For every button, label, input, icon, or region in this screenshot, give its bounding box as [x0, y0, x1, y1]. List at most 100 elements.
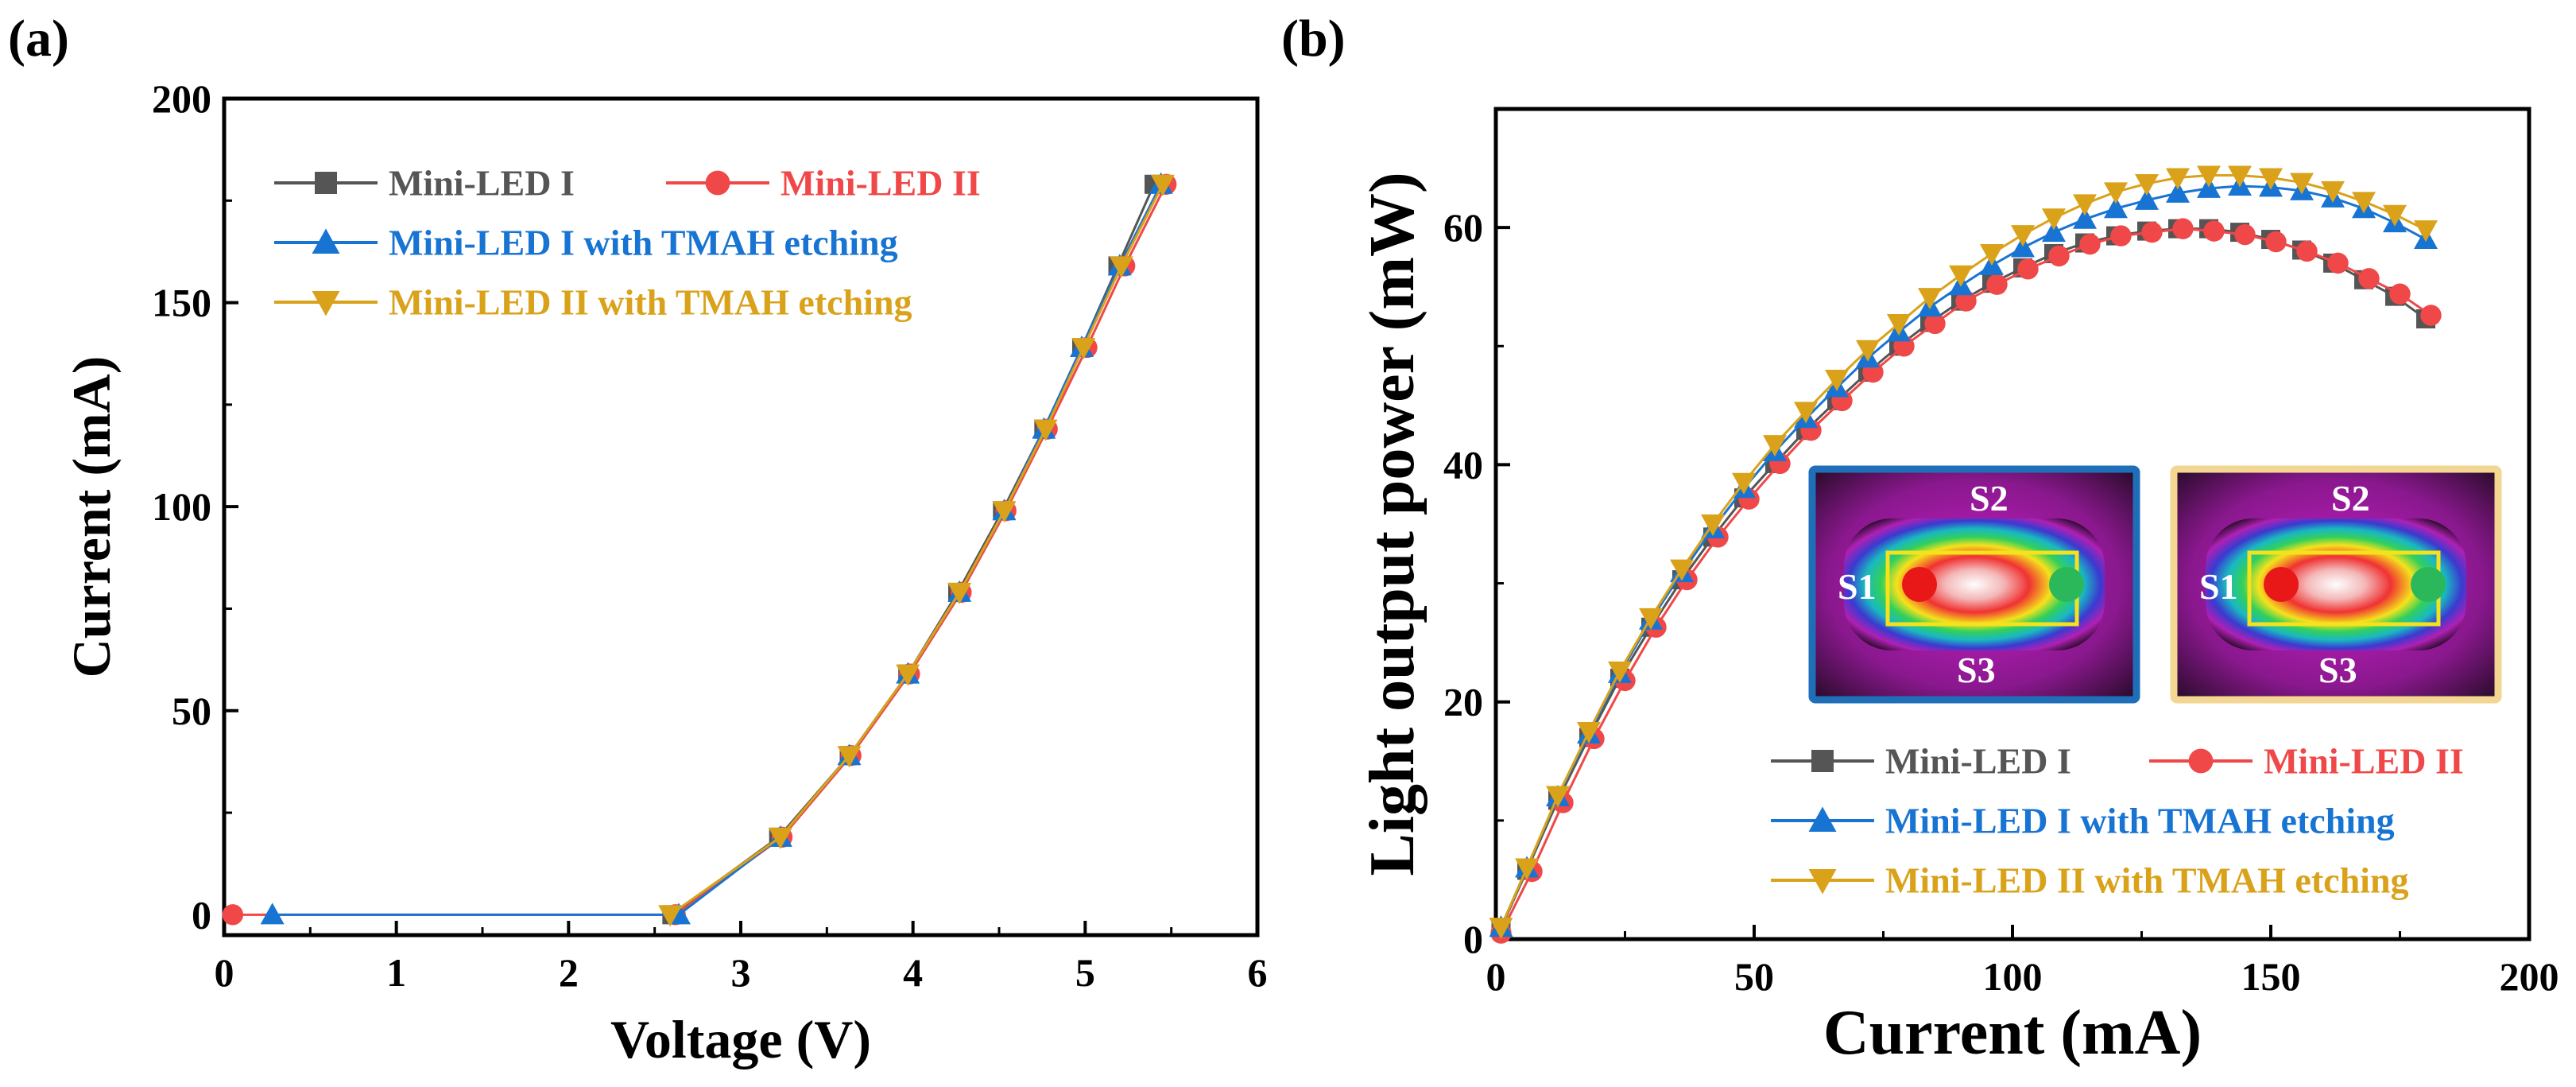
data-point — [1608, 661, 1632, 683]
panel-label-a: (a) — [8, 10, 69, 68]
data-point — [1670, 559, 1694, 581]
data-point — [2073, 207, 2097, 229]
data-point — [1577, 722, 1601, 743]
data-point — [1949, 265, 1973, 287]
p-electrode — [1902, 567, 1937, 602]
data-point — [1924, 313, 1946, 335]
x-tick-label: 50 — [1734, 954, 1774, 999]
data-point — [2358, 268, 2380, 289]
data-point — [1109, 256, 1133, 278]
data-point — [2017, 258, 2039, 280]
legend-label: Mini-LED I with TMAH etching — [389, 223, 898, 263]
data-point — [2011, 225, 2035, 247]
data-point — [2042, 220, 2066, 243]
legend-label: Mini-LED II with TMAH etching — [1885, 860, 2409, 901]
data-point — [2321, 181, 2345, 203]
x-tick-label: 0 — [1486, 954, 1506, 999]
legend-label: Mini-LED I with TMAH etching — [1885, 801, 2395, 841]
legend-b: Mini-LED I Mini-LED II Mini-LED I with TMA… — [1771, 741, 2464, 901]
data-point — [658, 905, 683, 927]
y-tick-label: 100 — [152, 484, 211, 529]
n-electrode — [2049, 567, 2084, 602]
panel-label-b: (b) — [1281, 10, 1346, 68]
data-point — [2104, 196, 2128, 219]
inset-label: S2 — [2331, 478, 2370, 518]
legend-marker — [1808, 806, 1837, 832]
y-tick-label: 50 — [172, 689, 211, 733]
data-point — [1955, 290, 1977, 312]
legend-marker — [315, 172, 337, 194]
data-point — [2290, 173, 2314, 195]
y-tick-label: 60 — [1443, 205, 1483, 250]
legend-marker — [312, 228, 340, 254]
y-tick-label: 0 — [1463, 917, 1483, 961]
data-point — [2042, 208, 2066, 231]
data-point — [1033, 419, 1058, 441]
data-point — [2327, 252, 2349, 274]
data-point — [2228, 165, 2252, 188]
panel-b: (b) 0 50 100 150 200 0 20 40 60 S2 S1 S3 S2 S1 S3 Min… — [1281, 10, 2559, 1068]
data-point — [2259, 168, 2283, 190]
inset-label: S2 — [1970, 478, 2009, 518]
data-point — [2414, 220, 2438, 243]
data-point — [1825, 370, 1849, 392]
y-tick-label: 200 — [152, 76, 211, 121]
thermal-inset: S2 S1 S3 — [1808, 465, 2140, 704]
data-point — [2073, 194, 2097, 216]
data-point — [1980, 243, 2004, 266]
data-point — [2166, 181, 2190, 203]
data-point — [1546, 786, 1570, 808]
data-point — [2172, 218, 2194, 239]
x-tick-label: 5 — [1075, 950, 1095, 995]
legend-marker — [1811, 750, 1834, 772]
data-point — [2135, 173, 2159, 196]
data-point — [1794, 402, 1818, 424]
legend-a: Mini-LED I Mini-LED II Mini-LED I with TMA… — [274, 163, 981, 323]
x-axis-label-b: Current (mA) — [1823, 998, 2202, 1068]
inset-label: S3 — [2318, 650, 2357, 690]
data-point — [1918, 288, 1942, 310]
data-point — [2265, 231, 2287, 253]
data-point — [2048, 245, 2070, 267]
legend-label: Mini-LED II — [2264, 741, 2464, 782]
data-point — [2135, 188, 2159, 210]
data-point — [837, 746, 862, 768]
data-point — [1071, 338, 1096, 360]
y-tick-label: 0 — [192, 892, 211, 937]
insets-b: S2 S1 S3 S2 S1 S3 — [1808, 465, 2502, 704]
thermal-inset: S2 S1 S3 — [2170, 465, 2502, 704]
data-point — [2110, 225, 2132, 247]
data-point — [2141, 221, 2163, 243]
data-point — [1150, 174, 1175, 196]
x-tick-label: 200 — [2500, 954, 2559, 999]
y-axis-label-a: Current (mA) — [61, 356, 122, 678]
data-point — [992, 501, 1017, 523]
data-point — [1887, 313, 1911, 336]
data-point — [2352, 192, 2376, 214]
data-point — [2079, 233, 2101, 255]
data-point — [2166, 168, 2190, 190]
data-point — [1856, 340, 1880, 362]
plot-series-b — [1489, 165, 2442, 944]
y-tick-label: 40 — [1443, 442, 1483, 487]
data-point — [947, 582, 972, 604]
legend-label: Mini-LED I — [389, 163, 575, 204]
x-tick-label: 0 — [215, 950, 234, 995]
series-line — [669, 184, 1164, 916]
data-point — [1763, 435, 1787, 457]
y-tick-label: 20 — [1443, 680, 1483, 724]
p-electrode — [2264, 567, 2299, 602]
data-point — [2383, 204, 2407, 227]
x-axis-label-a: Voltage (V) — [610, 1009, 871, 1070]
x-tick-label: 2 — [559, 950, 579, 995]
legend-label: Mini-LED II with TMAH etching — [389, 282, 912, 323]
y-tick-label: 150 — [152, 281, 211, 325]
y-axis-label-b: Light output power (mW) — [1358, 172, 1427, 875]
data-point — [2389, 283, 2411, 305]
legend-marker — [1808, 869, 1837, 895]
legend-label: Mini-LED I — [1885, 741, 2071, 782]
data-point — [2203, 220, 2225, 242]
x-tick-label: 1 — [386, 950, 406, 995]
